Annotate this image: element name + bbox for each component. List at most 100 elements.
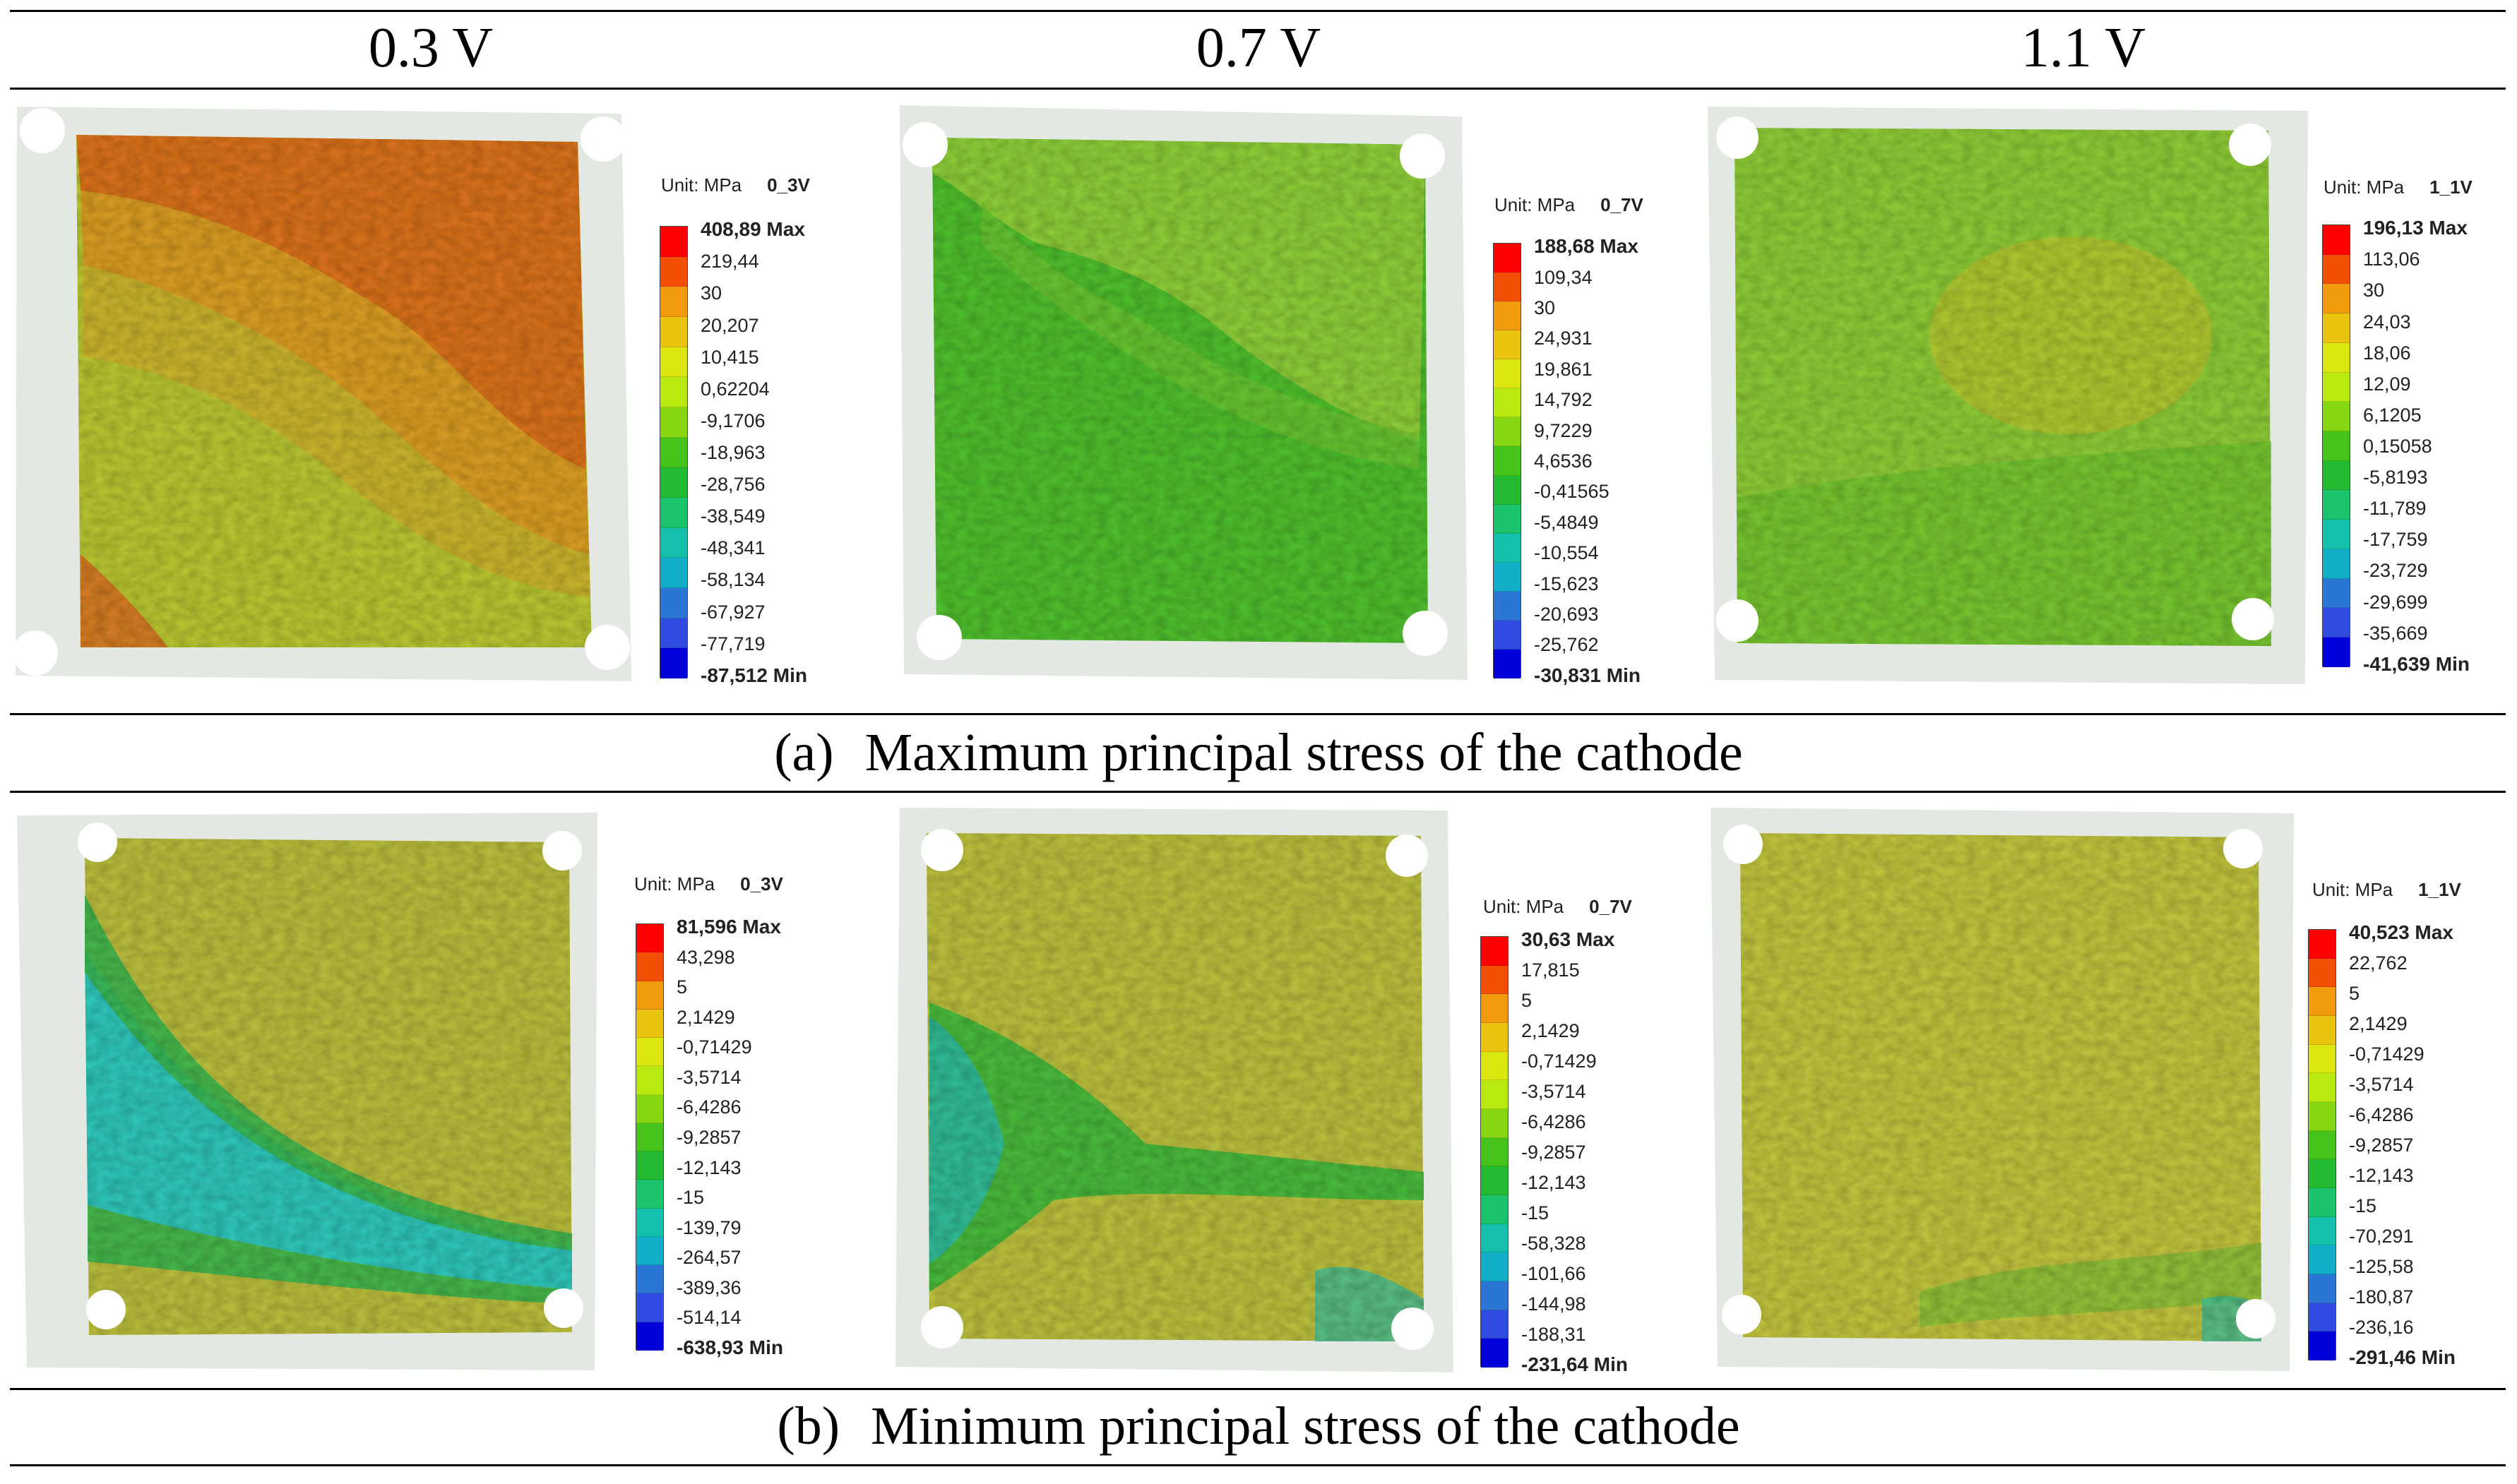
legend-tick-label: -30,831 Min [1534,664,1641,686]
legend-tick-label: -5,4849 [1534,511,1599,533]
legend-swatch [1494,475,1521,505]
legend-swatch [1481,1108,1508,1138]
legend-unit-b-0-7v: Unit: MPa 0_7V [1483,896,1632,918]
legend-tick-label: -180,87 [2349,1286,2414,1308]
legend-tick-label: 10,415 [701,346,759,368]
legend-tick-label: -389,36 [677,1276,742,1298]
legend-tick-label: -0,71429 [1521,1051,1597,1072]
legend-tick-label: -231,64 Min [1521,1353,1628,1375]
legend-tick-label: -0,41565 [1534,481,1609,503]
legend-swatch [1481,1137,1508,1167]
legend-swatch [660,437,687,468]
legend-tick-label: 5 [2349,983,2360,1005]
column-header-0-7v: 0.7 V [1196,17,1321,79]
legend-swatch [2309,1015,2335,1045]
legend-tick-label: -9,2857 [677,1127,742,1148]
legend-tick-label: -28,756 [701,474,766,496]
legend-tick-label: -5,8193 [2363,467,2428,489]
legend-tick-label: -9,2857 [2349,1135,2414,1156]
legend-tick-label: -3,5714 [2349,1074,2414,1096]
legend-tick-label: 30,63 Max [1521,928,1615,951]
legend-swatch [2323,225,2350,255]
legend-tick-label: 22,762 [2349,952,2408,974]
legend-swatch [2309,1245,2335,1274]
legend-tick-label: 0,15058 [2363,436,2432,457]
legend-swatch [660,316,687,347]
legend-color-bar [2322,225,2350,667]
legend-tick-label: -15 [677,1187,705,1209]
legend-swatch [660,377,687,407]
legend-tick-label: -15,623 [1534,573,1599,594]
unit-label: Unit: MPa [2323,176,2405,198]
legend-swatch [636,1123,663,1152]
legend-swatch [2323,254,2350,285]
legend-swatch [636,1322,663,1351]
legend-tick-label: -6,4286 [2349,1104,2414,1125]
legend-swatch [660,558,687,588]
legend-swatch [1494,244,1521,273]
legend-tick-label: 5 [1521,990,1533,1012]
legend-tick-label: -58,134 [701,569,766,591]
legend-swatch [2309,1073,2335,1102]
caption-a-bottom-rule [10,791,2506,793]
legend-swatch [660,618,687,649]
legend-swatch [2309,1332,2335,1360]
legend-swatch [1494,417,1521,447]
legend-tick-label: -291,46 Min [2349,1346,2456,1368]
legend-swatch [1481,1080,1508,1109]
legend-swatch [636,1265,663,1294]
legend-tick-label: -12,143 [677,1156,742,1178]
legend-tick-label: 109,34 [1534,266,1593,288]
caption-b-label: (b) [777,1396,840,1456]
legend-swatch [2309,987,2335,1016]
legend-tick-label: 0,62204 [701,378,770,400]
legend-tick-label: -0,71429 [677,1036,752,1058]
legend-swatch [660,347,687,378]
legend-swatch [1494,301,1521,331]
legend-unit-a-1-1v: Unit: MPa 1_1V [2323,176,2473,198]
top-rule [10,10,2506,12]
legend-swatch [1481,1022,1508,1052]
legend-swatch [636,981,663,1010]
legend-swatch [2309,1187,2335,1217]
legend-unit-a-0-3v: Unit: MPa 0_3V [661,174,810,196]
legend-swatch [1494,620,1521,650]
legend-swatch [2323,460,2350,491]
legend-unit-b-1-1v: Unit: MPa 1_1V [2312,879,2461,901]
unit-label: Unit: MPa [2312,879,2393,900]
legend-tick-label: 2,1429 [2349,1013,2408,1035]
legend-tick-label: 20,207 [701,314,759,336]
caption-a-top-rule [10,713,2506,715]
legend-tick-label: 17,815 [1521,959,1580,981]
legend-tick-label: -17,759 [2363,529,2428,551]
legend-tick-label: -6,4286 [677,1096,742,1118]
legend-tick-label: -514,14 [677,1307,742,1329]
legend-swatch [2309,1044,2335,1074]
legend-swatch [1481,937,1508,966]
legend-swatch [636,1009,663,1039]
stress-map-b-1-1v [1710,808,2294,1371]
stress-map-a-0-7v [900,105,1468,680]
legend-tick-label: 24,03 [2363,311,2411,333]
legend-swatch [1481,1310,1508,1339]
legend-color-bar [636,923,664,1351]
legend-swatch [1494,649,1521,678]
legend-tick-label: 24,931 [1534,328,1593,349]
legend-swatch [1494,504,1521,534]
legend-tick-label: -144,98 [1521,1293,1586,1315]
legend-swatch [1481,1223,1508,1253]
legend-tick-label: -236,16 [2349,1316,2414,1338]
legend-swatch [2309,1303,2335,1332]
stress-map-a-1-1v [1708,107,2308,684]
column-header-0-3v: 0.3 V [368,17,494,79]
legend-swatch [2323,578,2350,609]
legend-swatch [636,1066,663,1095]
legend-swatch [660,587,687,618]
legend-tick-label: -48,341 [701,537,766,559]
legend-swatch [660,648,687,678]
unit-label: Unit: MPa [661,174,742,196]
legend-swatch [2309,930,2335,959]
legend-swatch [660,227,687,257]
legend-swatch [660,527,687,558]
case-label: 0_3V [767,174,810,196]
